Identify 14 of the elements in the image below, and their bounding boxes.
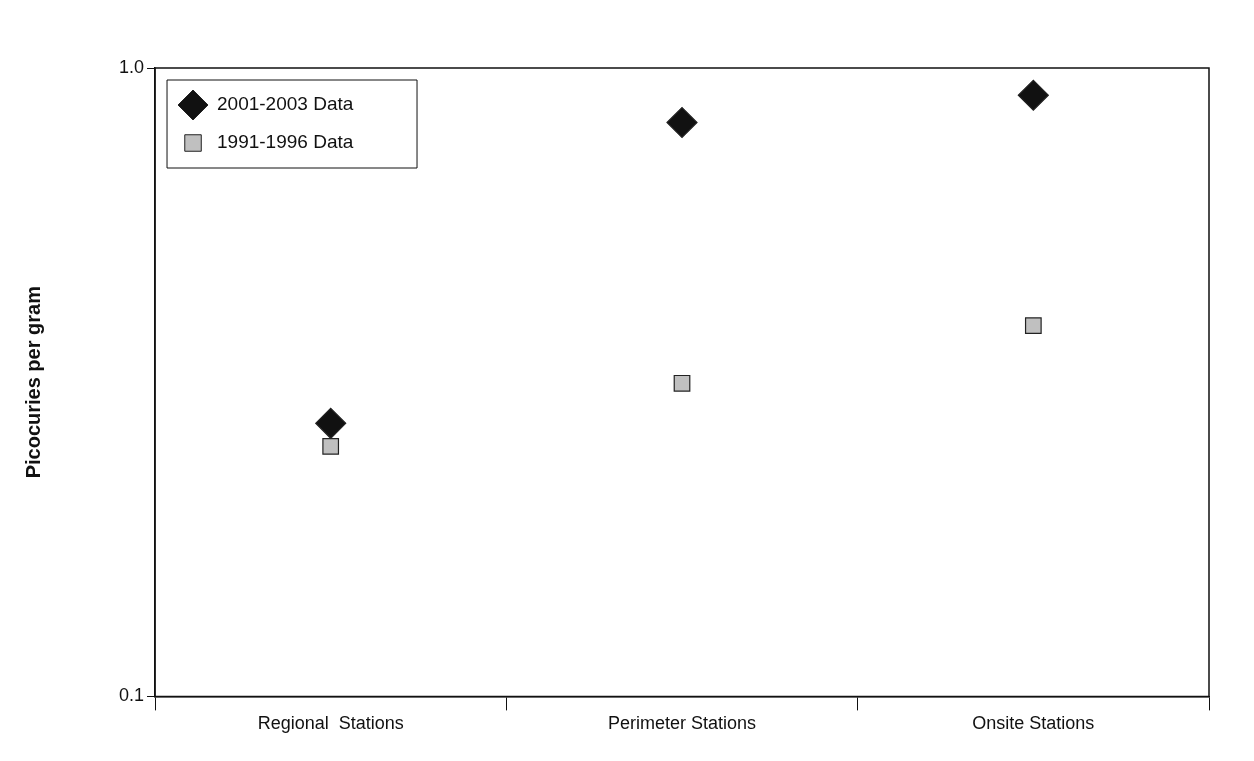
point (1024, 317, 1042, 335)
x-tick-label: Perimeter Stations (607, 713, 757, 734)
x-tick-label: Onsite Stations (972, 713, 1095, 734)
legend-label: 1991-1996 Data (217, 131, 354, 153)
point (666, 106, 698, 139)
y-tick-label: 1.0 (118, 56, 145, 77)
point (315, 407, 347, 439)
point (1017, 79, 1049, 111)
y-tick-label: 0.1 (118, 685, 145, 706)
x-tick-label: Regional Stations (257, 713, 404, 734)
legend-label: 2001-2003 Data (217, 93, 354, 115)
point (673, 374, 691, 392)
point (322, 437, 340, 455)
y-axis-title: Picocuries per gram (21, 286, 44, 479)
